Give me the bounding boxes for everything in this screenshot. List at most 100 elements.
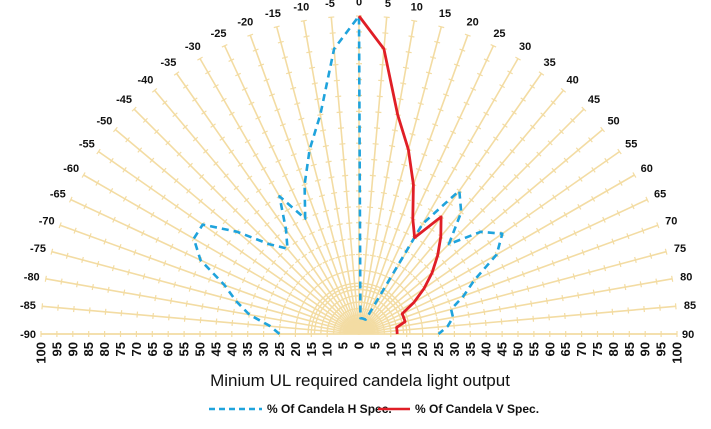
grid-tick — [365, 222, 372, 224]
grid-tick — [201, 303, 204, 310]
legend-item-h: % Of Candela H Spec. — [209, 402, 392, 416]
grid-tick — [551, 260, 555, 267]
angle-tick-label: -15 — [265, 8, 281, 20]
grid-tick — [336, 223, 343, 226]
grid-tick — [570, 117, 576, 123]
grid-tick — [499, 161, 505, 166]
grid-arc — [345, 320, 373, 335]
grid-tick — [347, 238, 354, 240]
grid-tick — [401, 266, 408, 272]
grid-tick — [161, 194, 166, 201]
grid-tick — [182, 124, 188, 130]
grid-tick — [232, 308, 235, 315]
grid-tick — [322, 144, 329, 148]
grid-tick — [478, 185, 485, 191]
grid-tick — [368, 190, 375, 193]
grid-tick — [282, 303, 286, 310]
grid-tick — [465, 175, 472, 180]
radial-tick-label: 15 — [399, 342, 414, 356]
grid-tick — [149, 157, 155, 163]
grid-tick — [256, 283, 260, 290]
grid-tick — [581, 249, 585, 256]
grid-tick — [508, 243, 513, 250]
grid-tick — [109, 188, 114, 194]
grid-tick — [573, 230, 577, 237]
grid-tick — [107, 286, 110, 293]
grid-tick — [380, 191, 387, 195]
grid-tick — [579, 311, 582, 318]
grid-tick — [83, 203, 88, 210]
grid-tick — [411, 19, 418, 22]
grid-tick — [152, 312, 154, 320]
grid-tick — [469, 321, 471, 328]
grid-tick — [203, 148, 209, 154]
grid-tick — [303, 35, 310, 38]
grid-tick — [335, 95, 342, 98]
radial-tick-label: 85 — [81, 342, 96, 356]
grid-tick — [581, 106, 587, 112]
grid-tick — [223, 173, 229, 179]
radial-tick-label: 55 — [177, 342, 192, 356]
grid-tick — [391, 129, 398, 132]
grid-tick — [602, 216, 606, 223]
grid-tick — [301, 182, 308, 187]
grid-tick — [141, 230, 145, 237]
radial-tick-label: 45 — [495, 342, 510, 356]
grid-tick — [453, 63, 460, 67]
grid-tick — [324, 276, 331, 281]
grid-tick — [671, 275, 674, 282]
grid-tick — [168, 314, 170, 321]
grid-tick — [500, 318, 503, 325]
grid-tick — [502, 185, 508, 191]
grid-tick — [112, 216, 116, 223]
grid-tick — [419, 314, 422, 321]
grid-tick — [563, 211, 568, 218]
angle-tick-label: -10 — [293, 2, 309, 14]
angle-tick-label: 75 — [674, 243, 686, 255]
grid-tick — [437, 324, 440, 331]
grid-tick — [409, 132, 416, 136]
grid-tick — [184, 250, 188, 257]
grid-tick — [394, 227, 401, 232]
grid-tick — [626, 233, 630, 240]
grid-tick — [429, 173, 436, 178]
grid-tick — [405, 290, 411, 296]
grid-tick — [487, 239, 492, 246]
grid-tick — [480, 207, 486, 213]
grid-tick — [164, 219, 169, 226]
grid-tick — [58, 222, 62, 229]
grid-tick — [150, 211, 155, 218]
radial-tick-label: 90 — [638, 342, 653, 356]
grid-tick — [545, 297, 549, 304]
grid-tick — [177, 227, 183, 234]
grid-tick — [255, 230, 261, 236]
grid-tick — [76, 281, 79, 288]
grid-tick — [265, 306, 269, 313]
grid-tick — [617, 148, 622, 155]
grid-tick — [81, 256, 84, 263]
grid-tick — [382, 32, 389, 34]
grid-tick — [552, 194, 557, 201]
radial-tick-label: 0 — [352, 342, 367, 349]
grid-tick — [222, 218, 228, 225]
grid-tick — [430, 56, 437, 59]
grid-tick — [246, 175, 253, 180]
grid-tick — [268, 144, 275, 149]
angle-tick-label: 70 — [665, 215, 677, 227]
grid-tick — [88, 307, 91, 314]
grid-tick — [624, 284, 627, 291]
grid-tick — [367, 206, 374, 209]
grid-tick — [284, 208, 291, 213]
grid-tick — [50, 248, 54, 255]
grid-tick — [241, 277, 246, 284]
grid-tick — [513, 221, 518, 228]
grid-tick — [236, 125, 243, 130]
grid-tick — [399, 212, 406, 217]
grid-tick — [486, 270, 491, 277]
grid-tick — [188, 285, 192, 292]
grid-tick — [383, 257, 390, 261]
grid-tick — [380, 240, 387, 244]
radial-tick-label: 80 — [97, 342, 112, 356]
grid-tick — [417, 102, 424, 105]
grid-arc — [326, 301, 392, 335]
